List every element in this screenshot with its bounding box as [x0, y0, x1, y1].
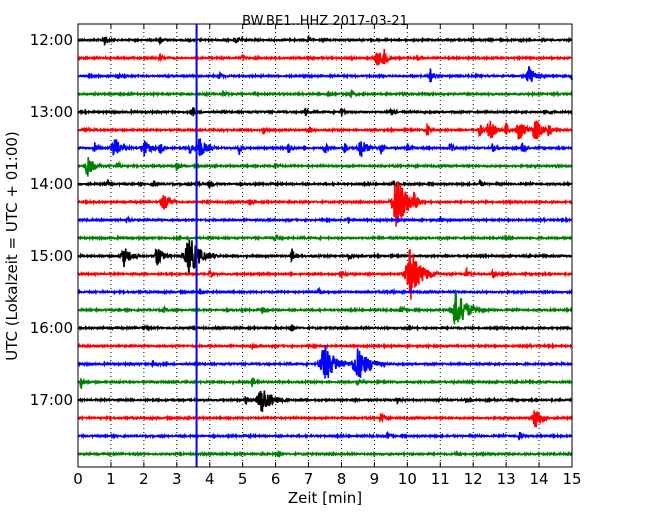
- trace-line: [77, 89, 573, 99]
- trace-line: [77, 410, 573, 428]
- trace-line: [77, 215, 573, 225]
- x-tick-label: 5: [238, 470, 248, 488]
- x-tick-label: 15: [562, 470, 581, 488]
- x-tick-label: 2: [139, 470, 149, 488]
- trace-line: [77, 239, 573, 274]
- trace-line: [77, 66, 573, 83]
- x-axis-label: Zeit [min]: [288, 489, 362, 507]
- y-axis-label: UTC (Lokalzeit = UTC + 01:00): [3, 131, 21, 361]
- x-tick-label: 3: [172, 470, 182, 488]
- x-tick-label: 9: [370, 470, 380, 488]
- trace-line: [77, 450, 573, 458]
- trace-group: [77, 34, 573, 458]
- x-tick-label: 6: [271, 470, 281, 488]
- y-tick-label: 15:00: [30, 247, 73, 265]
- plot-frame: [77, 23, 573, 468]
- trace-line: [77, 138, 573, 157]
- trace-line: [77, 181, 573, 227]
- trace-line: [77, 290, 573, 325]
- trace-line: [77, 345, 573, 379]
- x-tick-label: 0: [73, 470, 83, 488]
- trace-line: [77, 178, 573, 189]
- y-tick-label: 16:00: [30, 319, 73, 337]
- y-tick-label: 12:00: [30, 31, 73, 49]
- chart-title: BW.BE1..HHZ 2017-03-21: [242, 14, 408, 29]
- trace-line: [77, 249, 573, 300]
- trace-line: [77, 107, 573, 117]
- trace-line: [77, 120, 573, 140]
- trace-line: [77, 390, 573, 412]
- axis-ticks: 0 1 2 3 4 5 6 7 8 9 10 11 12 13 14 1512:0013:0014:0015:…: [30, 24, 582, 488]
- trace-line: [77, 156, 573, 177]
- x-tick-label: 4: [205, 470, 215, 488]
- x-tick-label: 10: [398, 470, 417, 488]
- x-tick-label: 14: [530, 470, 549, 488]
- x-tick-label: 13: [497, 470, 516, 488]
- trace-line: [77, 323, 573, 332]
- trace-line: [77, 48, 573, 66]
- x-tick-label: 11: [431, 470, 450, 488]
- x-tick-label: 12: [464, 470, 483, 488]
- x-tick-label: 8: [337, 470, 347, 488]
- x-tick-label: 7: [304, 470, 314, 488]
- trace-line: [77, 233, 573, 242]
- trace-line: [77, 377, 573, 390]
- y-tick-label: 17:00: [30, 391, 73, 409]
- x-tick-label: 1: [106, 470, 116, 488]
- trace-line: [77, 34, 573, 46]
- trace-line: [77, 286, 573, 296]
- trace-line: [77, 430, 573, 441]
- y-tick-label: 13:00: [30, 103, 73, 121]
- y-tick-label: 14:00: [30, 175, 73, 193]
